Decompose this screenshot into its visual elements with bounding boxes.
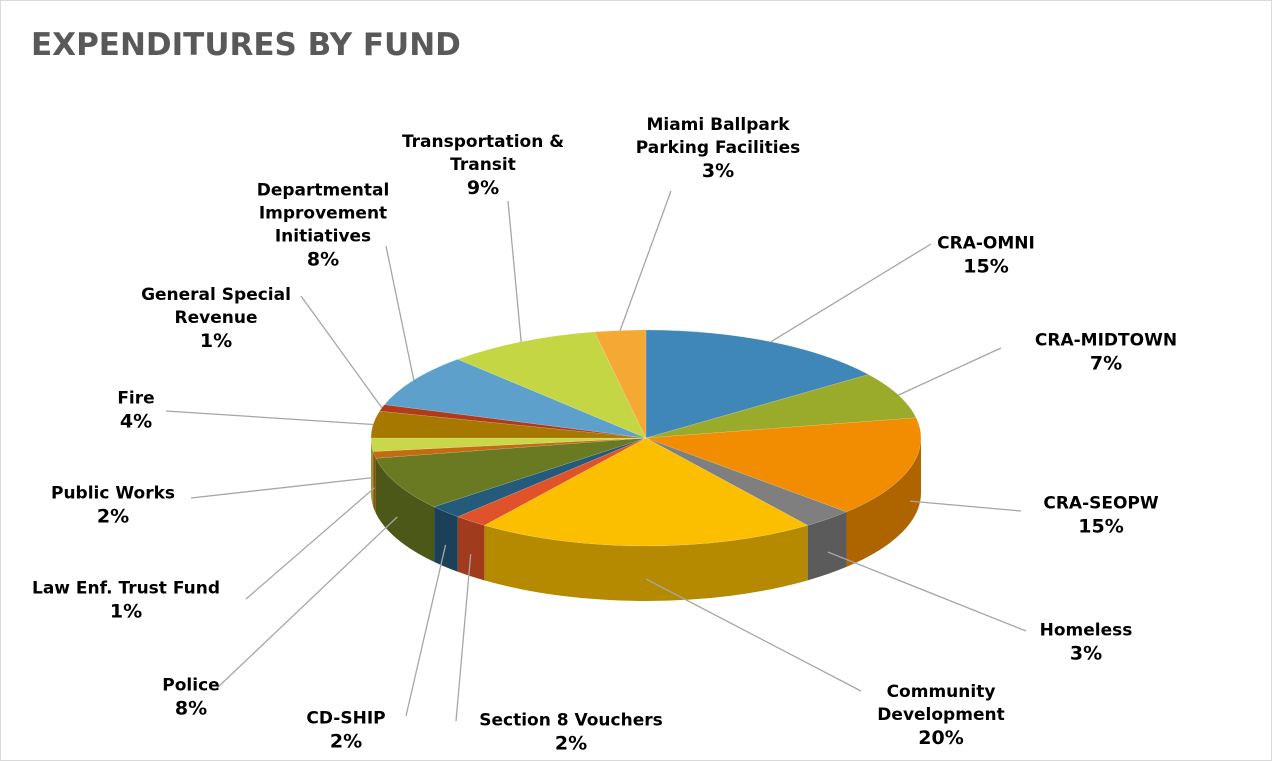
value-label: 2%: [329, 730, 363, 753]
value-label: 3%: [701, 160, 735, 182]
data-label: Fire 4%: [96, 388, 176, 435]
value-label: 8%: [306, 248, 340, 271]
slice: [372, 437, 647, 459]
data-label: Police 8%: [141, 675, 241, 722]
slice-side: [807, 511, 847, 581]
slice: [483, 437, 809, 547]
value-label: 8%: [174, 697, 208, 720]
chart-title: EXPENDITURES BY FUND: [31, 27, 461, 63]
category-label: Public Works: [50, 483, 175, 504]
data-label: CD-SHIP 2%: [286, 708, 406, 755]
slice: [645, 417, 922, 513]
leader-line: [190, 477, 372, 499]
data-label: Miami Ballpark Parking Facilities 3%: [621, 114, 816, 184]
data-label: Community Development 20%: [866, 681, 1016, 751]
slice: [433, 437, 647, 517]
category-label: CRA-SEOPW: [1043, 493, 1159, 514]
leader-line: [827, 551, 1027, 632]
category-label: CRA-MIDTOWN: [1034, 330, 1178, 351]
data-label: Section 8 Vouchers 2%: [456, 710, 686, 757]
leader-line: [215, 516, 398, 690]
leader-line: [385, 245, 415, 381]
slice: [594, 329, 647, 439]
slice: [383, 359, 647, 439]
leader-line: [455, 554, 472, 722]
data-label: CRA-MIDTOWN 7%: [1026, 330, 1186, 377]
data-label: Transportation & Transit 9%: [396, 131, 571, 201]
value-label: 9%: [466, 177, 500, 199]
slice: [457, 437, 647, 526]
category-label: Section 8 Vouchers: [479, 710, 663, 731]
category-label: Police: [162, 675, 220, 696]
value-label: 1%: [109, 600, 143, 623]
leader-line: [770, 243, 932, 343]
slice-side: [846, 438, 921, 567]
leader-line: [507, 200, 522, 342]
value-label: 7%: [1089, 352, 1123, 375]
leader-line: [245, 487, 375, 600]
data-label: CRA-SEOPW 15%: [1026, 493, 1176, 540]
value-label: 2%: [554, 732, 588, 755]
slice-sides: [371, 438, 921, 601]
value-label: 3%: [1069, 642, 1103, 665]
leader-line: [165, 410, 374, 426]
leader-line: [405, 544, 447, 717]
category-label: Departmental Improvement Initiatives: [256, 180, 390, 247]
leader-line: [619, 190, 672, 331]
data-label: Homeless 3%: [1021, 620, 1151, 667]
category-label: Transportation & Transit: [401, 132, 565, 175]
value-label: 4%: [119, 410, 153, 433]
leader-line: [300, 295, 383, 409]
value-label: 2%: [96, 505, 130, 528]
slice: [645, 329, 870, 439]
slice-side: [375, 458, 435, 562]
data-label: CRA-OMNI 15%: [911, 233, 1061, 280]
value-label: 15%: [1078, 515, 1124, 538]
slice-side: [434, 506, 458, 572]
category-label: Fire: [117, 388, 155, 409]
slice: [645, 374, 917, 439]
category-label: General Special Revenue: [141, 285, 291, 328]
data-label: Public Works 2%: [33, 483, 193, 530]
value-label: 20%: [918, 727, 964, 749]
slice: [370, 410, 647, 439]
category-label: CRA-OMNI: [937, 233, 1035, 254]
category-label: CD-SHIP: [306, 708, 386, 729]
slice-side: [484, 525, 808, 601]
category-label: Law Enf. Trust Fund: [31, 578, 220, 599]
value-label: 1%: [199, 330, 233, 352]
slice: [370, 437, 647, 452]
slice-side: [457, 516, 485, 581]
category-label: Miami Ballpark Parking Facilities: [635, 115, 801, 158]
value-label: 15%: [963, 255, 1009, 278]
slice-side: [373, 451, 376, 514]
leader-line: [898, 347, 1002, 396]
slice: [645, 437, 848, 526]
category-label: Community Development: [877, 682, 1005, 725]
data-label: Departmental Improvement Initiatives 8%: [256, 180, 391, 273]
leader-line: [645, 578, 862, 692]
slice: [375, 437, 647, 508]
leader-line: [910, 500, 1022, 512]
category-label: Homeless: [1039, 620, 1133, 641]
data-label: General Special Revenue 1%: [134, 284, 299, 354]
data-label: Law Enf. Trust Fund 1%: [6, 578, 246, 625]
